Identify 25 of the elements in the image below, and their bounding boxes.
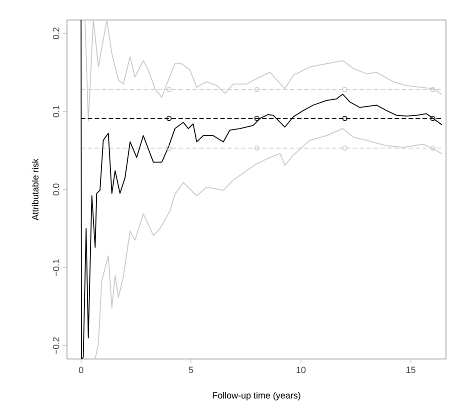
point [166, 86, 172, 92]
y-tick-label: 0.2 [52, 27, 60, 40]
x-tick-label: 15 [406, 366, 416, 374]
y-tick-label: −0.1 [52, 259, 60, 276]
x-tick-label: 5 [188, 366, 194, 374]
point [430, 86, 436, 92]
x-tick-label: 10 [296, 366, 306, 374]
point [254, 86, 260, 92]
x-axis-title: Follow-up time (years) [212, 392, 300, 400]
point [254, 116, 260, 122]
point [342, 86, 348, 92]
x-tick-label: 0 [78, 366, 84, 374]
point [342, 146, 348, 151]
point [430, 146, 436, 151]
y-axis-title: Attributable risk [32, 158, 38, 220]
point [166, 116, 172, 122]
point [342, 116, 348, 122]
y-tick-label: −0.2 [52, 337, 60, 354]
point [166, 146, 172, 151]
point [430, 116, 436, 122]
y-tick-label: 0.0 [52, 184, 60, 196]
point [254, 146, 260, 151]
line-series [80, 20, 442, 359]
y-tick-label: 0.1 [52, 106, 60, 118]
line-series [84, 20, 442, 122]
